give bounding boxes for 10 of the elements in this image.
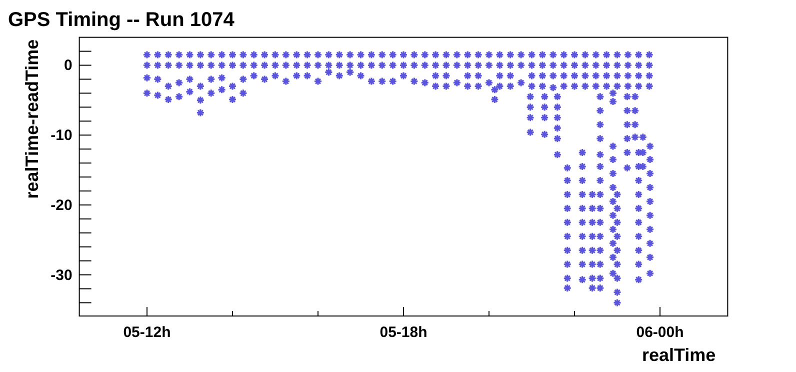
x-tick-label: 05-12h (123, 324, 171, 341)
x-axis-title: realTime (642, 345, 716, 365)
y-tick-label: -30 (50, 266, 72, 284)
y-tick-label: -10 (50, 127, 72, 144)
y-tick-label: -20 (50, 196, 72, 214)
x-tick-label: 05-18h (380, 324, 428, 341)
x-tick-label: 06-00h (636, 324, 684, 341)
y-axis-title: realTime-readTime (22, 39, 42, 199)
y-tick-label: 0 (64, 57, 72, 74)
chart-title: GPS Timing -- Run 1074 (8, 9, 236, 31)
